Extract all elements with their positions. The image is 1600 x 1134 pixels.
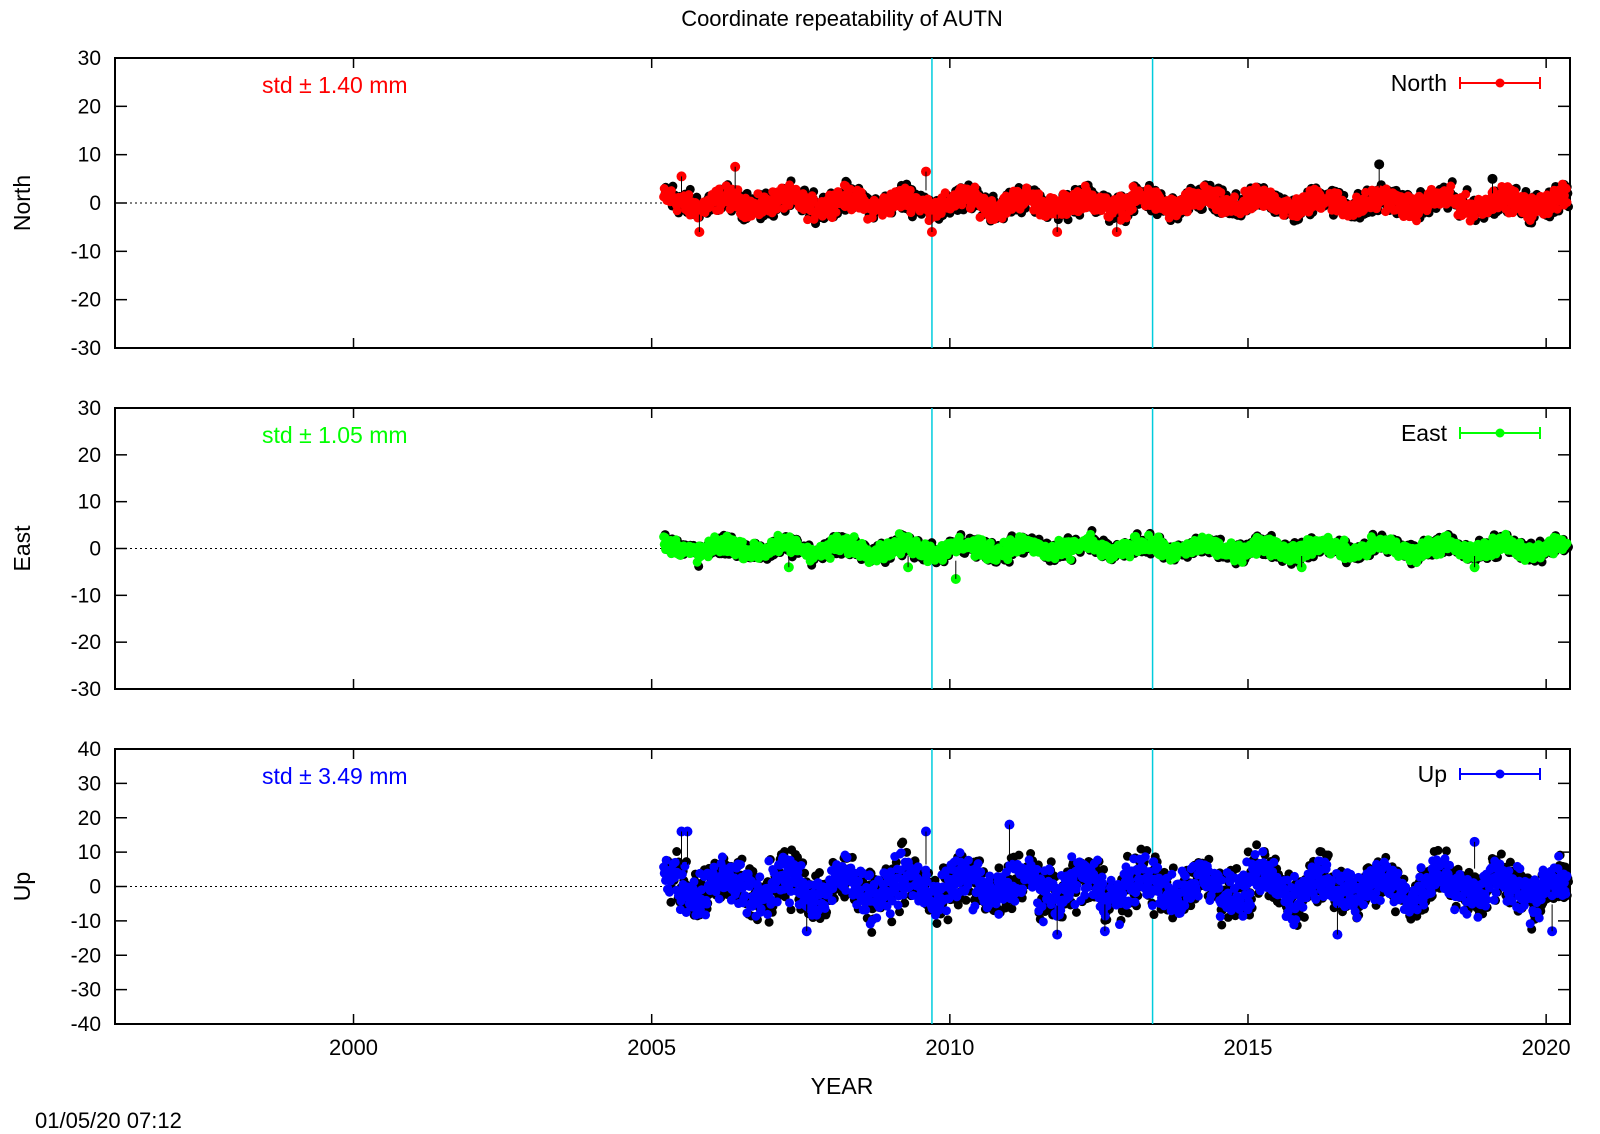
east-series (659, 526, 1573, 584)
north-legend-label: North (1391, 70, 1447, 96)
north-series (659, 159, 1573, 237)
east-point (850, 532, 859, 541)
north-ytick-label: 20 (78, 95, 101, 118)
north-legend-marker (1496, 79, 1505, 88)
north-ytick-label: 30 (78, 47, 101, 70)
east-ytick-label: 0 (89, 538, 101, 561)
east-ytick-label: -20 (71, 631, 101, 654)
east-ytick-label: -10 (71, 584, 101, 607)
north-ylabel: North (9, 175, 35, 231)
east-ytick-label: -30 (71, 678, 101, 701)
north-point (1461, 190, 1470, 199)
north-ytick-label: -20 (71, 289, 101, 312)
east-point (1066, 555, 1075, 564)
north-point (832, 208, 841, 217)
north-ytick-label: -10 (71, 240, 101, 263)
north-ytick-label: 10 (78, 144, 101, 167)
east-legend-marker (1496, 429, 1505, 438)
north-std-text: std ± 1.40 mm (262, 72, 408, 98)
east-legend-label: East (1401, 420, 1448, 446)
north-point (1562, 184, 1571, 193)
north-point (1230, 192, 1239, 201)
north-point (1446, 182, 1455, 191)
north-ytick-label: 0 (89, 192, 101, 215)
east-ytick-label: 10 (78, 491, 101, 514)
north-point (1563, 198, 1572, 207)
east-ytick-label: 30 (78, 397, 101, 420)
chart-title: Coordinate repeatability of AUTN (681, 6, 1003, 31)
north-ytick-label: -30 (71, 337, 101, 360)
east-ylabel: East (9, 525, 35, 572)
east-point (826, 554, 835, 563)
east-std-text: std ± 1.05 mm (262, 422, 408, 448)
east-ytick-label: 20 (78, 444, 101, 467)
